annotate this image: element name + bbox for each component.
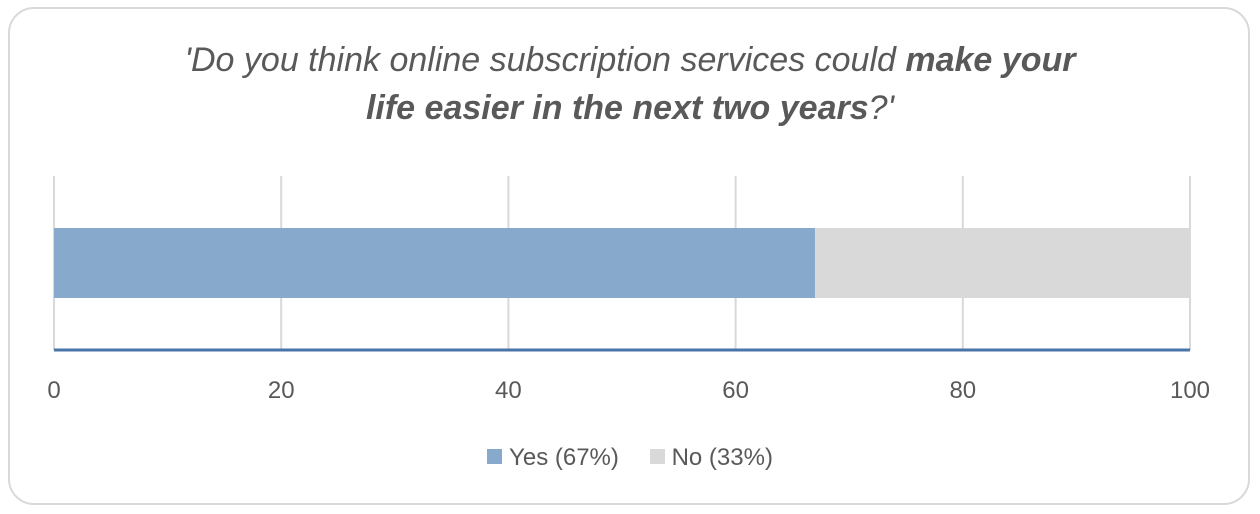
- chart-title-line-1: 'Do you think online subscription servic…: [0, 36, 1260, 84]
- x-tick-label-0: 0: [47, 377, 60, 404]
- x-tick-label-80: 80: [949, 377, 976, 404]
- chart-title: 'Do you think online subscription servic…: [0, 36, 1260, 132]
- legend-label-no: No (33%): [671, 443, 773, 471]
- bars: [54, 228, 1190, 298]
- legend-label-yes: Yes (67%): [509, 443, 619, 471]
- legend: Yes (67%) No (33%): [0, 441, 1260, 474]
- title-line2-bold: life easier in the next two years: [365, 89, 869, 127]
- legend-item-no: No (33%): [649, 442, 773, 474]
- x-tick-label-20: 20: [268, 377, 295, 404]
- x-tick-label-60: 60: [722, 377, 749, 404]
- legend-swatch-no: [649, 448, 665, 464]
- x-tick-labels: 0 20 40 60 80 100: [47, 377, 1210, 404]
- bar-segment-0: [54, 228, 816, 298]
- legend-swatch-yes: [487, 448, 503, 464]
- title-line1-bold: make your: [905, 41, 1076, 79]
- x-tick-label-40: 40: [495, 377, 522, 404]
- title-line1-plain: 'Do you think online subscription servic…: [184, 41, 906, 79]
- x-tick-label-100: 100: [1170, 377, 1210, 404]
- chart-title-line-2: life easier in the next two years?': [0, 84, 1260, 132]
- title-line2-plain: ?': [868, 89, 895, 127]
- bar-segment-1: [815, 228, 1190, 298]
- legend-item-yes: Yes (67%): [487, 442, 619, 474]
